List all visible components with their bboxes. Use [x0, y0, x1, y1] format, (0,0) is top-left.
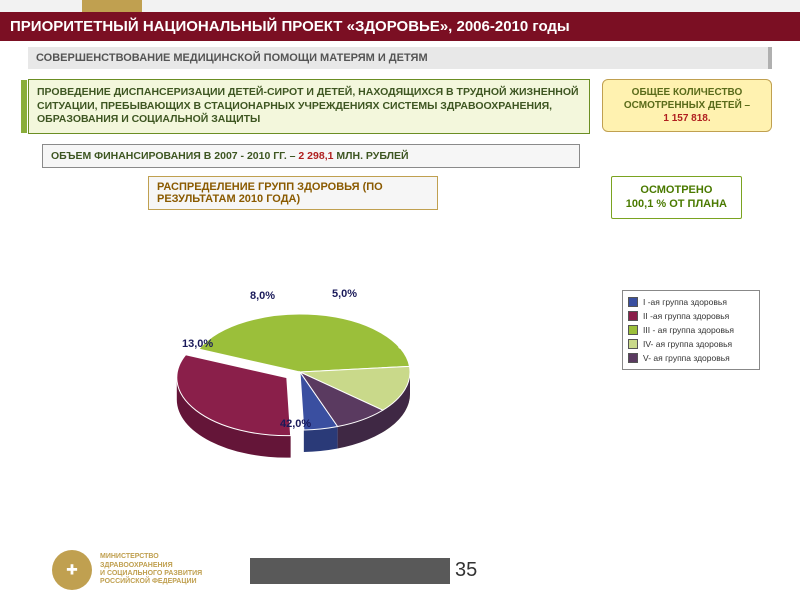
- legend-item: III - ая группа здоровья: [628, 323, 754, 337]
- legend-label: III - ая группа здоровья: [643, 325, 734, 335]
- legend-swatch: [628, 311, 638, 321]
- legend-swatch: [628, 339, 638, 349]
- legend-label: I -ая группа здоровья: [643, 297, 727, 307]
- finance-amount: 2 298,1: [298, 150, 333, 162]
- legend-label: II -ая группа здоровья: [643, 311, 729, 321]
- legend-item: V- ая группа здоровья: [628, 351, 754, 365]
- legend-swatch: [628, 353, 638, 363]
- legend-item: II -ая группа здоровья: [628, 309, 754, 323]
- legend-item: IV- ая группа здоровья: [628, 337, 754, 351]
- finance-suffix: МЛН. РУБЛЕЙ: [333, 150, 408, 162]
- page-title: ПРИОРИТЕТНЫЙ НАЦИОНАЛЬНЫЙ ПРОЕКТ «ЗДОРОВ…: [0, 12, 800, 41]
- distribution-title: РАСПРЕДЕЛЕНИЕ ГРУПП ЗДОРОВЬЯ (ПО РЕЗУЛЬТ…: [148, 176, 438, 210]
- pie-chart: 5,0% 32,0% 42,0% 13,0% 8,0%: [140, 280, 460, 480]
- total-label: ОБЩЕЕ КОЛИЧЕСТВО ОСМОТРЕННЫХ ДЕТЕЙ –: [624, 87, 750, 111]
- accent-block: [82, 0, 142, 12]
- pie-slice-label: 8,0%: [250, 290, 275, 302]
- legend-item: I -ая группа здоровья: [628, 295, 754, 309]
- total-children-panel: ОБЩЕЕ КОЛИЧЕСТВО ОСМОТРЕННЫХ ДЕТЕЙ – 1 1…: [602, 79, 772, 132]
- plan-line2: 100,1 % ОТ ПЛАНА: [626, 198, 727, 210]
- finance-prefix: ОБЪЕМ ФИНАНСИРОВАНИЯ В 2007 - 2010 ГГ. –: [51, 150, 298, 162]
- legend-label: V- ая группа здоровья: [643, 353, 730, 363]
- chart-area: 5,0% 32,0% 42,0% 13,0% 8,0% I -ая группа здо…: [40, 280, 760, 520]
- pie-slice-label: 13,0%: [182, 338, 213, 350]
- legend-label: IV- ая группа здоровья: [643, 339, 732, 349]
- footer-bar: [250, 558, 450, 584]
- ministry-logo: МИНИСТЕРСТВОЗДРАВООХРАНЕНИЯИ СОЦИАЛЬНОГО…: [52, 550, 202, 590]
- plan-line1: ОСМОТРЕНО: [640, 184, 712, 196]
- chart-legend: I -ая группа здоровья II -ая группа здоро…: [622, 290, 760, 370]
- plan-panel: ОСМОТРЕНО 100,1 % ОТ ПЛАНА: [611, 176, 742, 219]
- pie-slice-label: 42,0%: [280, 418, 311, 430]
- finance-panel: ОБЪЕМ ФИНАНСИРОВАНИЯ В 2007 - 2010 ГГ. –…: [42, 144, 580, 168]
- legend-swatch: [628, 325, 638, 335]
- pie-slice-label: 5,0%: [332, 288, 357, 300]
- legend-swatch: [628, 297, 638, 307]
- emblem-icon: [52, 550, 92, 590]
- total-value: 1 157 818.: [663, 113, 710, 124]
- page-subtitle: СОВЕРШЕНСТВОВАНИЕ МЕДИЦИНСКОЙ ПОМОЩИ МАТ…: [28, 47, 772, 69]
- page-number: 35: [455, 559, 477, 582]
- orphans-panel: ПРОВЕДЕНИЕ ДИСПАНСЕРИЗАЦИИ ДЕТЕЙ-СИРОТ И…: [28, 79, 590, 134]
- pie-slice-label: 32,0%: [398, 340, 429, 352]
- ministry-text: МИНИСТЕРСТВОЗДРАВООХРАНЕНИЯИ СОЦИАЛЬНОГО…: [100, 553, 202, 587]
